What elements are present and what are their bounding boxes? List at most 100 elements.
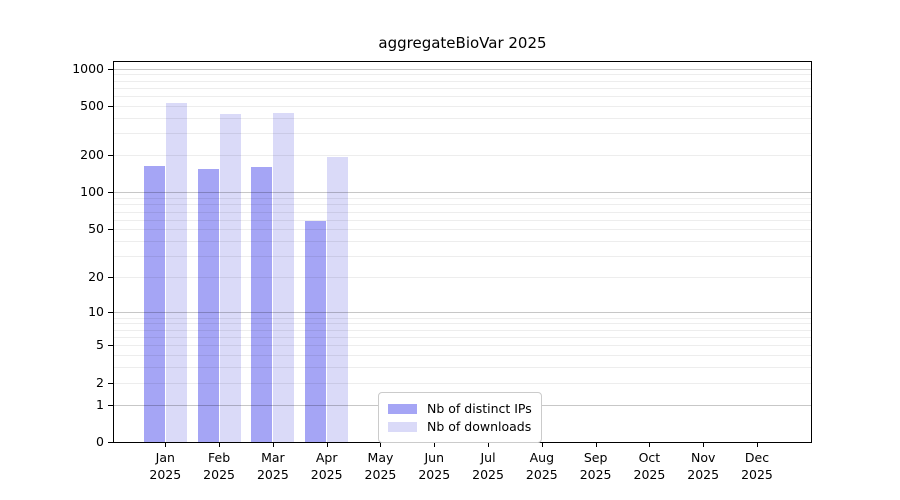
month-label: Jul bbox=[480, 450, 496, 465]
year-label: 2025 bbox=[364, 467, 397, 482]
gridline-minor bbox=[114, 211, 811, 213]
y-axis-tick bbox=[108, 442, 113, 443]
gridline-minor bbox=[114, 354, 811, 356]
x-tick-label-feb: Feb 2025 bbox=[187, 449, 251, 483]
chart-title: aggregateBioVar 2025 bbox=[378, 34, 547, 52]
bar-distinct-ips-jan bbox=[143, 165, 165, 442]
gridline-minor bbox=[114, 204, 811, 206]
year-label: 2025 bbox=[633, 467, 666, 482]
x-tick-label-nov: Nov 2025 bbox=[671, 449, 735, 483]
x-tick-label-dec: Dec 2025 bbox=[725, 449, 789, 483]
x-axis-tick bbox=[380, 443, 382, 447]
year-label: 2025 bbox=[418, 467, 451, 482]
month-label: Aug bbox=[529, 450, 555, 465]
legend-row-downloads: Nb of downloads bbox=[388, 419, 532, 434]
x-axis-tick bbox=[326, 443, 328, 447]
gridline-minor bbox=[114, 317, 811, 319]
gridline-minor bbox=[114, 241, 811, 243]
month-label: Feb bbox=[208, 450, 231, 465]
x-tick-label-may: May 2025 bbox=[348, 449, 412, 483]
x-tick-label-jun: Jun 2025 bbox=[402, 449, 466, 483]
y-tick-label: 500 bbox=[80, 97, 104, 113]
gridline-major bbox=[114, 312, 811, 314]
gridline-minor bbox=[114, 198, 811, 200]
bar-downloads-mar bbox=[273, 113, 295, 442]
year-label: 2025 bbox=[256, 467, 289, 482]
x-axis-tick bbox=[756, 443, 758, 447]
month-label: Jun bbox=[424, 450, 445, 465]
y-axis-tick bbox=[108, 277, 113, 279]
x-tick-label-jan: Jan 2025 bbox=[133, 449, 197, 483]
gridline-major bbox=[114, 68, 811, 70]
gridline-minor bbox=[114, 336, 811, 338]
y-tick-label: 50 bbox=[88, 221, 104, 237]
x-axis-tick bbox=[165, 443, 167, 447]
gridline-minor bbox=[114, 329, 811, 331]
x-axis-tick bbox=[649, 443, 651, 447]
x-axis-tick bbox=[595, 443, 597, 447]
legend-swatch-downloads bbox=[388, 421, 417, 432]
gridline-minor bbox=[114, 382, 811, 384]
year-label: 2025 bbox=[579, 467, 612, 482]
y-axis-tick bbox=[108, 68, 113, 70]
x-tick-label-sep: Sep 2025 bbox=[564, 449, 628, 483]
month-label: Nov bbox=[690, 450, 716, 465]
bar-distinct-ips-mar bbox=[251, 167, 273, 442]
y-tick-label: 200 bbox=[80, 147, 104, 163]
month-label: Jan bbox=[155, 450, 175, 465]
month-label: Apr bbox=[315, 450, 338, 465]
gridline-minor bbox=[114, 87, 811, 89]
x-tick-label-jul: Jul 2025 bbox=[456, 449, 520, 483]
gridline-minor bbox=[114, 155, 811, 157]
y-tick-label: 1000 bbox=[72, 60, 104, 76]
y-axis-tick bbox=[108, 345, 113, 347]
legend-row-distinct-ips: Nb of distinct IPs bbox=[388, 401, 532, 416]
year-label: 2025 bbox=[203, 467, 235, 482]
y-tick-label: 1 bbox=[96, 396, 104, 412]
gridline-minor bbox=[114, 74, 811, 76]
y-tick-label: 5 bbox=[96, 337, 104, 353]
plot-area bbox=[113, 61, 812, 443]
year-label: 2025 bbox=[525, 467, 558, 482]
gridline-minor bbox=[114, 133, 811, 135]
month-label: Sep bbox=[583, 450, 608, 465]
bar-downloads-apr bbox=[327, 157, 349, 442]
x-axis-tick bbox=[272, 443, 274, 447]
y-axis-tick bbox=[108, 192, 113, 194]
y-axis-tick bbox=[108, 382, 113, 384]
legend-swatch-distinct-ips bbox=[388, 403, 417, 414]
y-tick-label: 10 bbox=[88, 304, 104, 320]
bar-downloads-jan bbox=[165, 102, 187, 442]
month-label: Mar bbox=[261, 450, 285, 465]
gridline-minor bbox=[114, 117, 811, 119]
month-label: Dec bbox=[744, 450, 770, 465]
gridline-minor bbox=[114, 277, 811, 279]
y-tick-label: 20 bbox=[88, 269, 104, 285]
month-label: Oct bbox=[638, 450, 661, 465]
x-tick-label-aug: Aug 2025 bbox=[510, 449, 574, 483]
y-axis-tick bbox=[108, 155, 113, 157]
x-axis-tick bbox=[541, 443, 543, 447]
x-tick-label-oct: Oct 2025 bbox=[617, 449, 681, 483]
bar-distinct-ips-feb bbox=[197, 168, 219, 442]
bar-downloads-feb bbox=[219, 113, 241, 442]
y-tick-label: 0 bbox=[96, 434, 104, 449]
legend: Nb of distinct IPs Nb of downloads bbox=[378, 392, 542, 443]
gridline-minor bbox=[114, 323, 811, 325]
gridline-major bbox=[114, 192, 811, 194]
legend-label-downloads: Nb of downloads bbox=[427, 419, 532, 434]
y-axis-tick bbox=[108, 404, 113, 406]
y-axis-tick bbox=[108, 229, 113, 231]
gridline-minor bbox=[114, 105, 811, 107]
gridline-minor bbox=[114, 256, 811, 258]
gridline-minor bbox=[114, 219, 811, 221]
x-axis-tick bbox=[488, 443, 490, 447]
year-label: 2025 bbox=[741, 467, 773, 482]
y-axis-tick bbox=[108, 312, 113, 314]
year-label: 2025 bbox=[149, 467, 182, 482]
x-axis-tick bbox=[434, 443, 436, 447]
x-tick-label-apr: Apr 2025 bbox=[295, 449, 359, 483]
gridline-minor bbox=[114, 345, 811, 347]
x-tick-label-mar: Mar 2025 bbox=[241, 449, 305, 483]
y-axis-tick bbox=[108, 105, 113, 107]
